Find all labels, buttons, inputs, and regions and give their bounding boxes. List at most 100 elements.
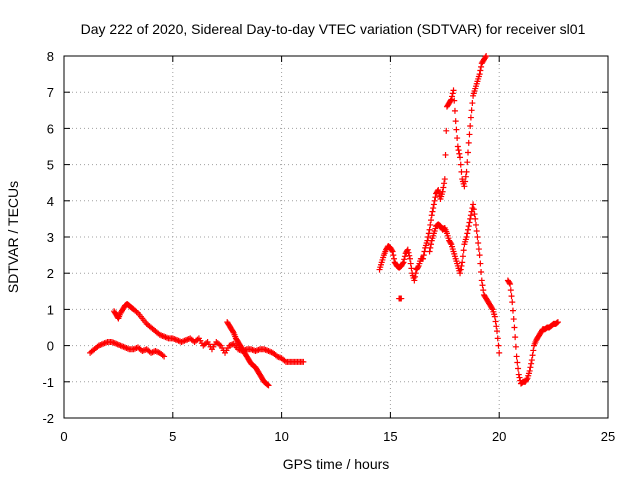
- x-axis-title: GPS time / hours: [283, 456, 390, 472]
- data-point: [488, 305, 495, 312]
- data-point: [512, 334, 519, 341]
- data-point: [452, 118, 459, 125]
- data-point: [506, 279, 513, 286]
- y-tick-label: 0: [47, 339, 54, 354]
- data-point: [469, 205, 476, 212]
- x-tick-label: 20: [492, 429, 506, 444]
- data-point: [507, 287, 514, 294]
- y-tick-label: 7: [47, 85, 54, 100]
- data-point: [229, 341, 236, 348]
- y-tick-labels: -2 -1 0 1 2 3 4 5 6 7 8: [42, 49, 54, 426]
- data-point: [467, 122, 474, 129]
- data-point: [425, 234, 432, 240]
- data-point: [411, 277, 418, 284]
- data-point: [467, 114, 474, 121]
- data-point: [390, 252, 397, 259]
- data-point: [465, 223, 472, 230]
- data-point: [478, 268, 485, 275]
- data-point: [464, 230, 471, 237]
- data-point: [391, 255, 398, 262]
- data-point: [441, 176, 448, 183]
- data-point: [514, 359, 521, 366]
- y-tick-label: 8: [47, 49, 54, 64]
- data-point: [492, 318, 499, 325]
- data-point: [467, 215, 474, 222]
- y-tick-label: 5: [47, 158, 54, 173]
- data-point: [426, 226, 433, 233]
- data-point: [460, 247, 467, 254]
- data-point: [470, 206, 477, 213]
- data-point: [439, 188, 446, 195]
- data-point: [161, 353, 168, 360]
- data-point: [253, 347, 260, 354]
- data-point: [450, 87, 457, 94]
- plot-frame: [63, 55, 609, 419]
- y-axis-title: SDTVAR / TECUs: [5, 181, 21, 293]
- data-point: [458, 168, 465, 175]
- y-tick-label: 2: [47, 266, 54, 281]
- data-point: [513, 353, 520, 360]
- chart-title: Day 222 of 2020, Sidereal Day-to-day VTE…: [81, 21, 586, 37]
- data-point: [470, 201, 477, 208]
- data-point: [400, 259, 407, 266]
- data-point: [451, 97, 458, 104]
- data-point: [528, 360, 535, 367]
- data-point: [479, 282, 486, 289]
- x-tick-label: 5: [169, 429, 176, 444]
- data-point: [230, 328, 237, 335]
- data-point: [476, 71, 483, 78]
- data-point: [529, 352, 536, 359]
- data-point: [474, 234, 481, 240]
- data-point: [469, 100, 476, 107]
- data-point: [554, 319, 561, 326]
- data-point: [491, 313, 498, 320]
- data-point: [463, 168, 470, 175]
- data-point: [435, 186, 442, 193]
- data-point: [480, 287, 487, 294]
- data-point: [478, 277, 485, 284]
- data-point: [412, 273, 419, 280]
- data-point: [515, 365, 522, 372]
- data-point: [468, 107, 475, 114]
- data-point: [443, 127, 450, 134]
- x-tick-label: 0: [60, 429, 67, 444]
- gridlines: [64, 56, 608, 418]
- data-point: [495, 342, 502, 349]
- data-point: [512, 343, 519, 350]
- data-point: [227, 341, 234, 348]
- data-point: [459, 259, 466, 266]
- data-point: [494, 335, 501, 342]
- data-point: [554, 319, 561, 326]
- data-point: [401, 253, 408, 260]
- data-point: [401, 256, 408, 263]
- data-point: [477, 260, 484, 267]
- data-point: [389, 248, 396, 255]
- data-point: [300, 358, 307, 365]
- data-point: [430, 205, 437, 212]
- x-tick-labels: 0 5 10 15 20 25: [60, 429, 615, 444]
- data-point: [510, 316, 517, 323]
- data-point: [405, 249, 412, 256]
- data-point: [451, 107, 458, 114]
- data-point: [457, 161, 464, 168]
- data-point: [420, 255, 427, 262]
- data-point: [467, 212, 474, 219]
- data-point: [478, 63, 485, 70]
- data-point: [264, 381, 271, 388]
- data-point: [523, 376, 530, 383]
- data-point: [404, 246, 411, 253]
- data-point: [493, 323, 500, 330]
- data-point: [466, 219, 473, 226]
- data-point: [456, 150, 463, 157]
- data-point: [406, 252, 413, 259]
- data-point: [428, 241, 435, 248]
- data-point: [388, 247, 395, 254]
- data-point: [453, 126, 460, 133]
- x-tick-label: 10: [274, 429, 288, 444]
- data-point: [399, 260, 406, 267]
- data-point: [515, 371, 522, 378]
- data-point: [465, 226, 472, 233]
- data-point: [494, 328, 501, 335]
- data-point: [427, 244, 434, 251]
- data-point: [428, 217, 435, 224]
